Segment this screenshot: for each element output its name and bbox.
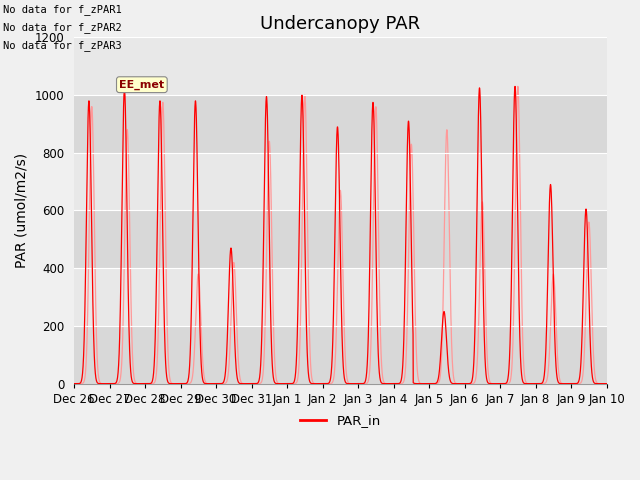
Bar: [74, 211, 607, 268]
Text: EE_met: EE_met: [119, 80, 164, 90]
Legend: PAR_in: PAR_in: [294, 409, 386, 432]
Y-axis label: PAR (umol/m2/s): PAR (umol/m2/s): [15, 153, 29, 268]
Bar: [74, 95, 607, 153]
Bar: [74, 326, 607, 384]
Title: Undercanopy PAR: Undercanopy PAR: [260, 15, 420, 33]
Text: No data for f_zPAR2: No data for f_zPAR2: [3, 22, 122, 33]
Text: No data for f_zPAR1: No data for f_zPAR1: [3, 4, 122, 15]
Text: No data for f_zPAR3: No data for f_zPAR3: [3, 40, 122, 51]
